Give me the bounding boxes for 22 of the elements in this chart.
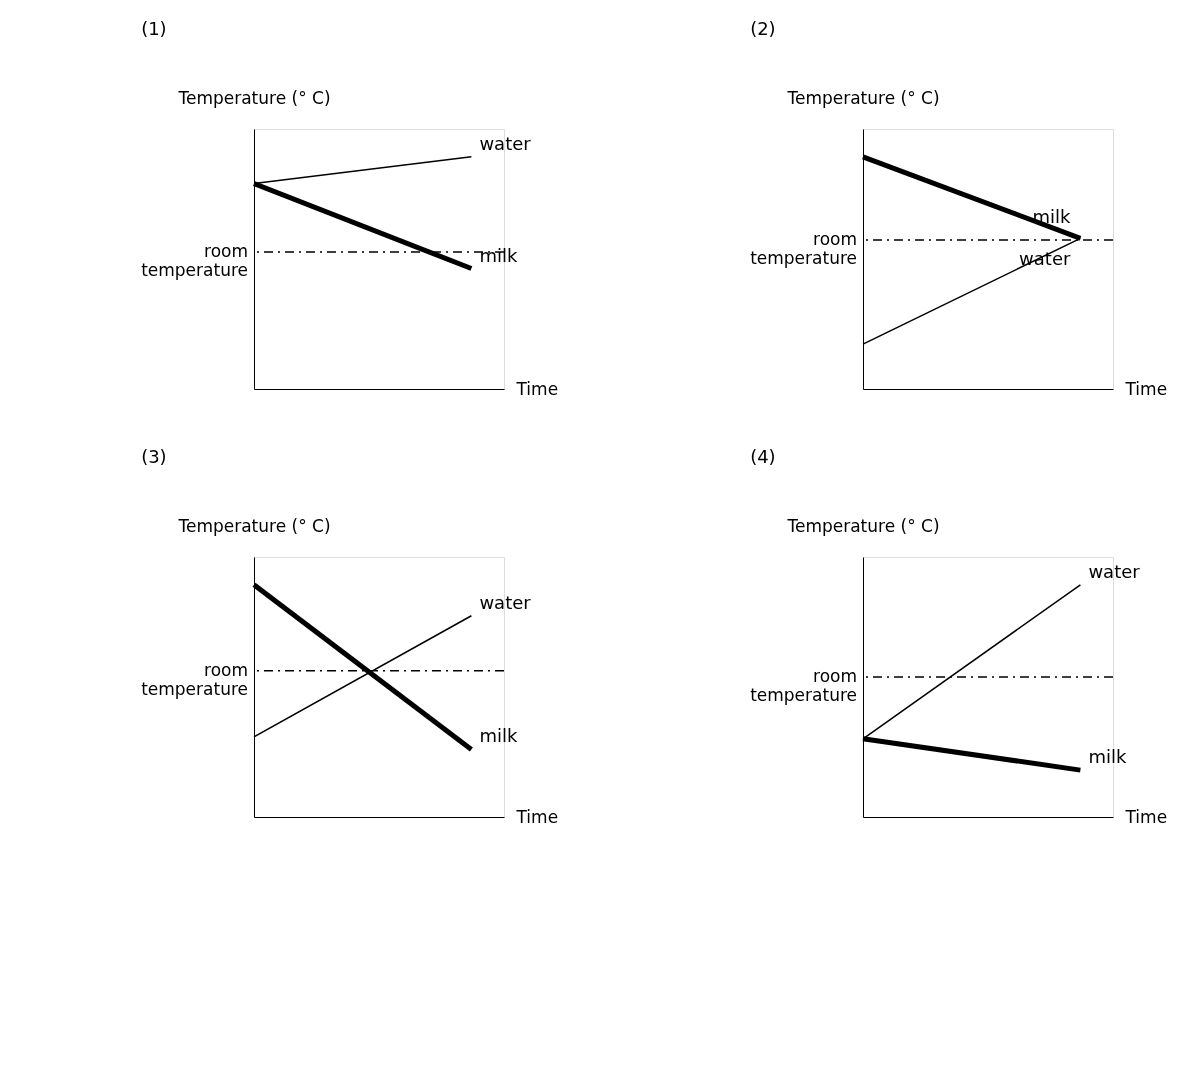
y-axis-title: Temperature (° C)	[177, 87, 331, 108]
x-axis-title: Time	[1124, 806, 1168, 827]
x-axis-title: Time	[1124, 378, 1168, 399]
series-label: milk	[479, 244, 518, 266]
ref-line-label: room temperature	[141, 241, 248, 281]
x-axis-title: Time	[515, 806, 559, 827]
series-label: water	[479, 591, 532, 613]
y-axis-title: Temperature (° C)	[786, 515, 940, 536]
x-axis-title: Time	[515, 378, 559, 399]
series-label: water	[479, 132, 532, 154]
chart-title: (3)	[141, 446, 167, 467]
chart-title: (4)	[750, 446, 776, 467]
series-label: milk	[479, 725, 518, 747]
ref-line-label: room temperature	[141, 659, 248, 699]
series-label: water	[1088, 560, 1141, 582]
y-axis-title: Temperature (° C)	[177, 515, 331, 536]
ref-line-label: room temperature	[750, 228, 857, 268]
series-label: milk	[1088, 746, 1127, 768]
chart-title: (2)	[750, 18, 776, 39]
y-axis-title: Temperature (° C)	[786, 87, 940, 108]
chart-title: (1)	[141, 18, 167, 39]
ref-line-label: room temperature	[750, 666, 857, 706]
